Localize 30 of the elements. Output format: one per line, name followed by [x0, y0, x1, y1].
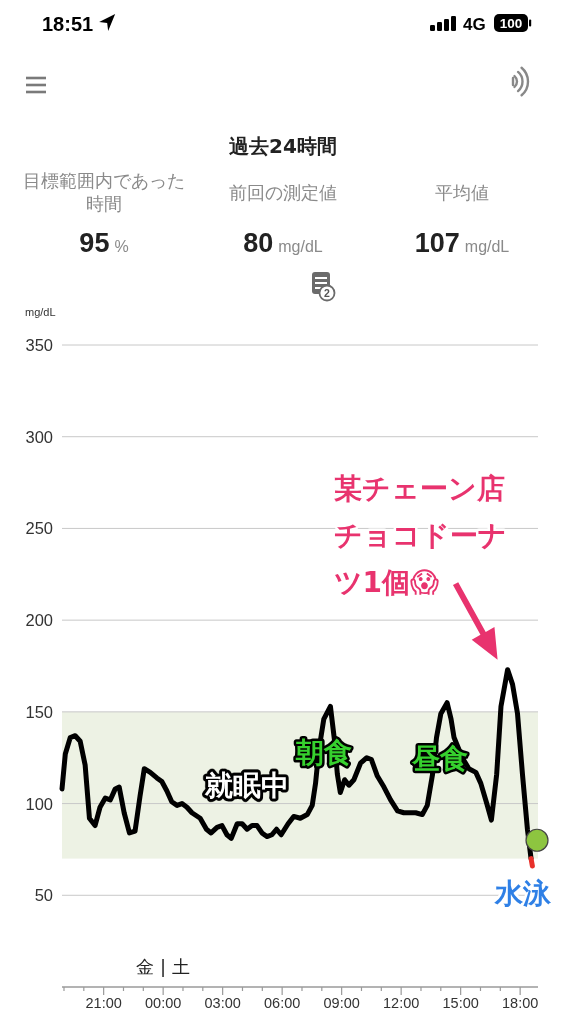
text: 前回の測定値: [229, 181, 337, 203]
y-tick-label: 100: [25, 794, 53, 813]
y-tick-label: 350: [25, 336, 53, 354]
x-tick-label: 18:00: [502, 995, 539, 1011]
text: 4G: [463, 15, 486, 34]
text: 95 %: [79, 228, 129, 258]
y-tick-label: 50: [34, 886, 53, 905]
y-tick-label: 150: [25, 702, 53, 721]
text: 18:51: [42, 13, 94, 35]
text: 平均値: [435, 181, 489, 203]
y-axis-title: mg/dL: [25, 306, 56, 318]
x-tick-label: 00:00: [145, 995, 182, 1011]
x-tick-label: 15:00: [442, 995, 479, 1011]
text: 80 mg/dL: [243, 228, 323, 258]
annotation: 金 | 土: [136, 956, 190, 977]
text: 2: [324, 287, 331, 299]
text: 過去24時間: [228, 134, 337, 158]
x-tick-label: 06:00: [264, 995, 301, 1011]
annotation: 水泳: [494, 877, 552, 910]
y-tick-label: 250: [25, 519, 53, 538]
text: 目標範囲内であった時間: [23, 169, 185, 215]
y-tick-label: 300: [25, 427, 53, 446]
annotation: 某チェーン店チョコドーナツ1個😱: [333, 471, 507, 599]
x-tick-label: 12:00: [383, 995, 420, 1011]
x-tick-label: 09:00: [323, 995, 360, 1011]
y-tick-label: 200: [25, 611, 53, 630]
x-tick-label: 21:00: [85, 995, 122, 1011]
x-tick-label: 03:00: [204, 995, 241, 1011]
text: 100: [499, 16, 523, 31]
text: 107 mg/dL: [414, 228, 510, 258]
